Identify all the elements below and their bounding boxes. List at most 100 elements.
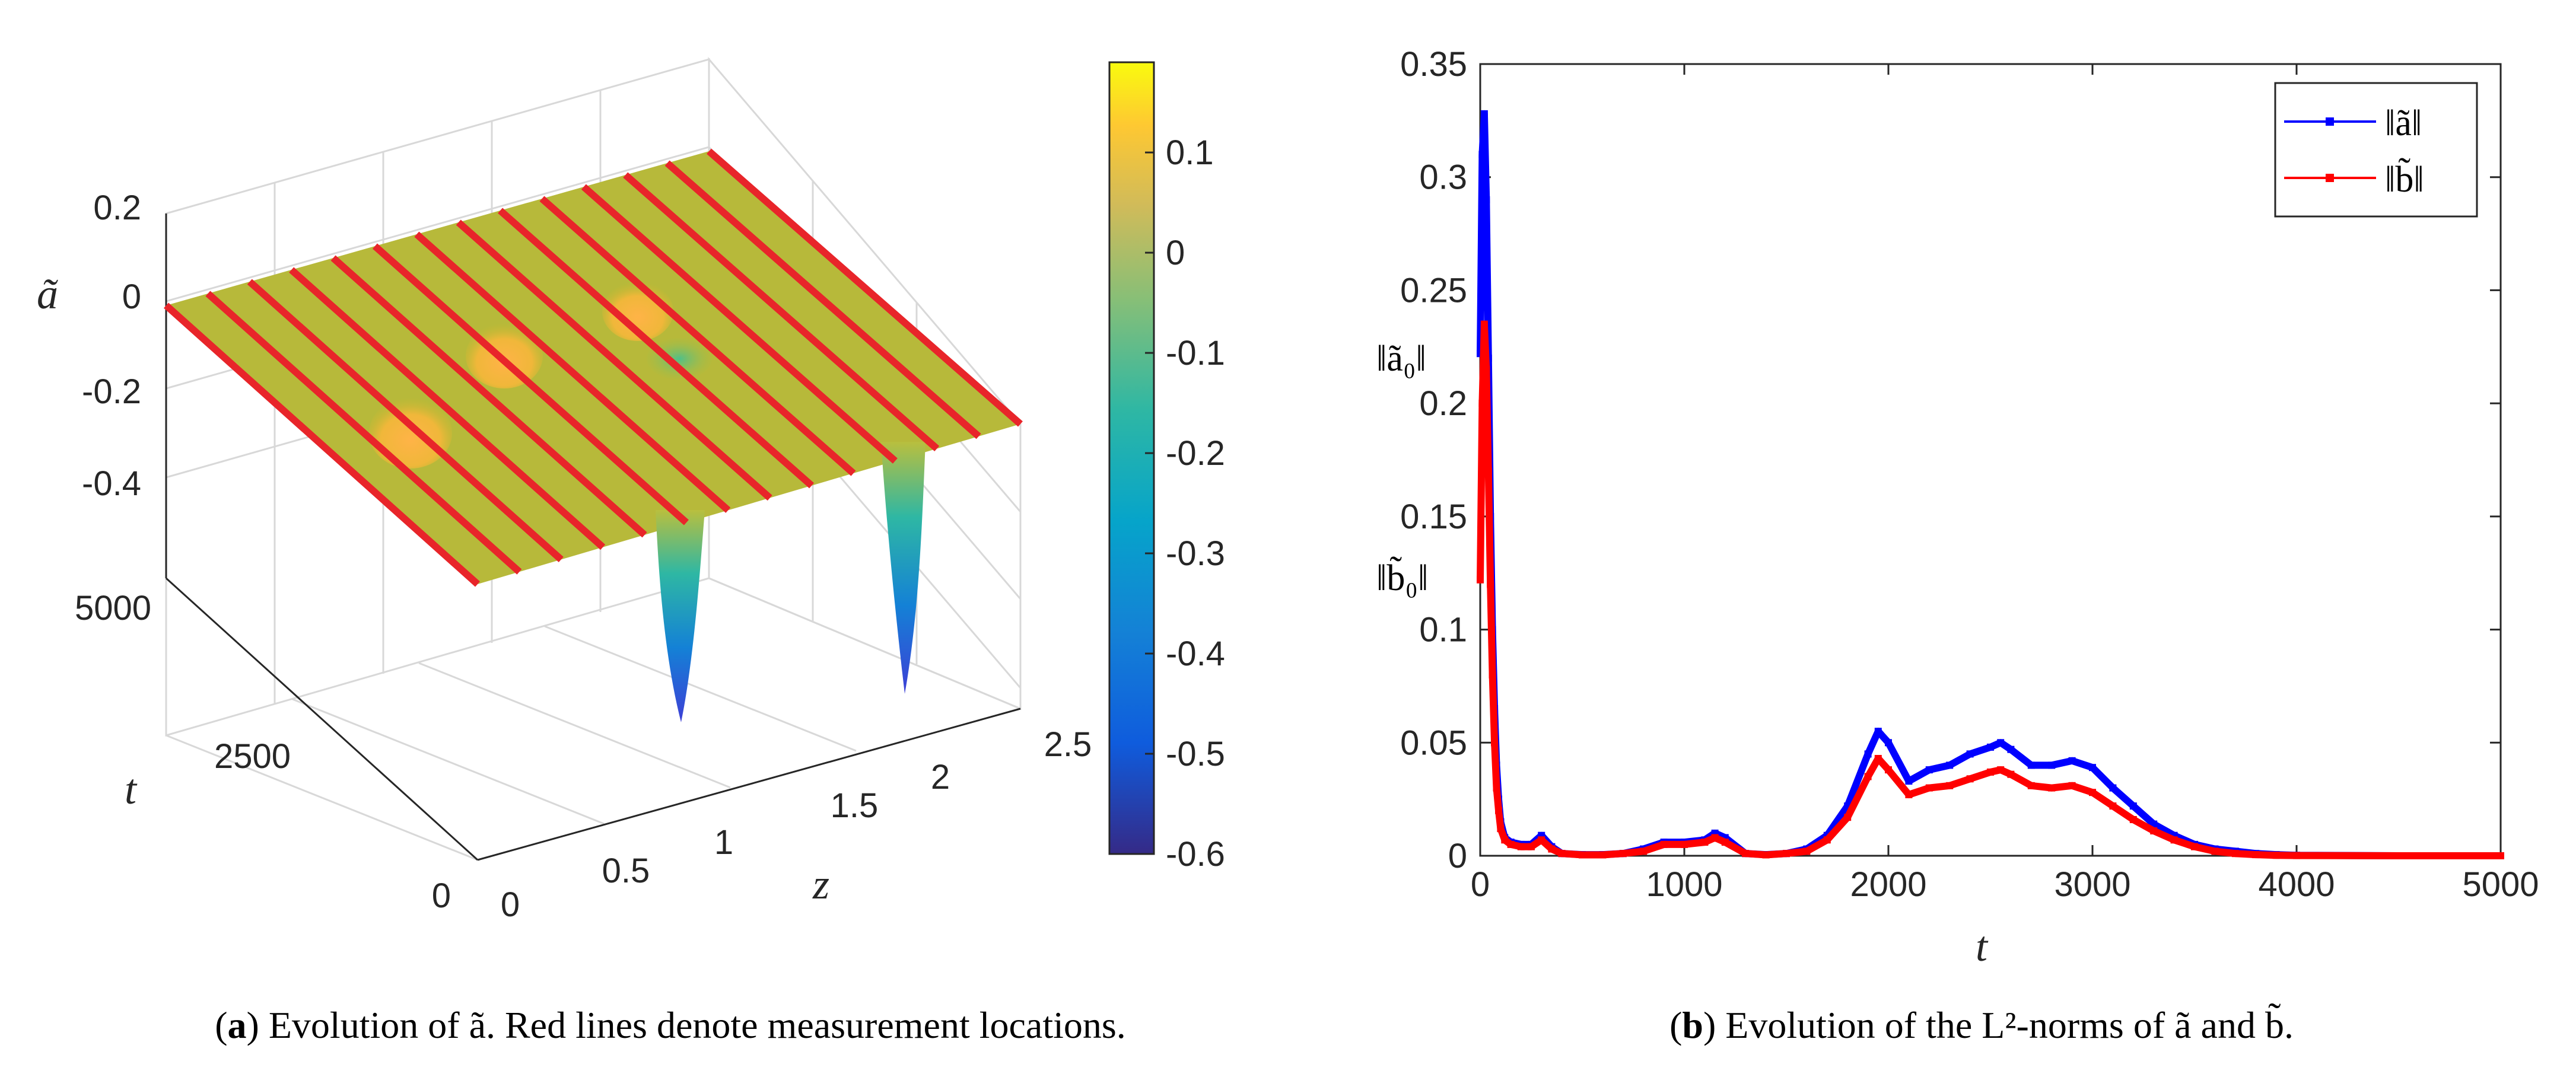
data-point xyxy=(1905,791,1913,798)
colorbar: 0.1 0 -0.1 -0.2 -0.3 -0.4 -0.5 -0.6 xyxy=(1108,61,1225,874)
data-point xyxy=(1823,836,1831,844)
data-point xyxy=(1478,151,1486,158)
axis-ticks: 0 1000 2000 3000 4000 5000 0 0.05 0.1 0.15 0.2 0.25… xyxy=(1400,45,2539,904)
x-axis-ticks: 0 0.5 1 1.5 2 2.5 xyxy=(501,725,1092,924)
data-point xyxy=(2293,852,2300,859)
measurement-line xyxy=(539,196,856,476)
x-axis-label: z xyxy=(812,861,829,908)
data-point xyxy=(2395,852,2402,859)
legend-marker-b xyxy=(2326,174,2334,182)
data-point xyxy=(1946,782,1954,789)
measurement-line-edge-front xyxy=(163,302,481,587)
y-tick-label: 0.35 xyxy=(1400,45,1467,84)
data-point xyxy=(2231,850,2239,858)
data-point xyxy=(1905,777,1913,785)
z-tick: -0.4 xyxy=(82,464,141,503)
data-point xyxy=(1885,739,1892,747)
x-tick: 0 xyxy=(501,885,520,924)
series-group xyxy=(1477,110,2504,859)
data-point xyxy=(1925,766,1933,774)
data-point xyxy=(1493,784,1500,792)
caption-b-label: b xyxy=(1682,1004,1703,1046)
data-point xyxy=(1528,843,1535,850)
surface-plane xyxy=(166,151,1020,584)
colorbar-tick-label: 0.1 xyxy=(1166,133,1214,172)
y-tick-label: 0.05 xyxy=(1400,724,1467,762)
measurement-line xyxy=(664,160,981,439)
measurement-line xyxy=(372,243,689,525)
x-tick-label: 3000 xyxy=(2054,865,2130,904)
data-point xyxy=(2109,802,2117,810)
data-point xyxy=(1558,850,1566,858)
t-tick: 2500 xyxy=(214,737,291,776)
measurement-line xyxy=(581,184,898,464)
x-tick-label: 5000 xyxy=(2462,865,2539,904)
measurement-line xyxy=(247,279,564,562)
data-point xyxy=(1619,850,1627,858)
t-axis-line xyxy=(165,577,479,861)
data-point xyxy=(2007,770,2015,778)
valley-dip-2 xyxy=(881,442,926,694)
caption-a: (a) Evolution of ã. Red lines denote mea… xyxy=(215,1004,1126,1046)
data-point xyxy=(2068,782,2076,789)
floor-grid-line xyxy=(166,734,478,861)
measurement-line xyxy=(205,291,522,575)
measurement-line xyxy=(289,267,606,550)
data-point xyxy=(1844,814,1852,821)
data-point xyxy=(1517,843,1525,850)
x-axis-label: t xyxy=(1976,923,1989,970)
data-point xyxy=(2109,784,2117,792)
data-point xyxy=(1480,110,1488,117)
t-axis-ticks: 5000 2500 0 xyxy=(75,589,451,915)
measurement-line-edge-back xyxy=(707,148,1023,427)
grid-line xyxy=(166,146,710,302)
data-point xyxy=(1495,807,1502,814)
t-axis-label: t xyxy=(125,766,138,813)
caption-a-label: a xyxy=(228,1004,247,1046)
data-point xyxy=(2497,852,2504,859)
data-point xyxy=(1762,851,1770,859)
data-point xyxy=(1925,784,1933,792)
data-point xyxy=(2027,761,2035,769)
caption-b: (b) Evolution of the L²-norms of ã and b… xyxy=(1669,1003,2294,1046)
floor-grid-line xyxy=(708,577,1021,710)
x-tick-label: 4000 xyxy=(2258,865,2335,904)
data-point xyxy=(2211,847,2219,855)
data-point xyxy=(2129,816,2137,823)
data-point xyxy=(1946,761,1954,769)
data-point xyxy=(1507,840,1515,848)
y-tick-label: 0.1 xyxy=(1419,611,1467,649)
legend-label-a: ‖ã‖ xyxy=(2385,103,2422,144)
colorbar-tick-label: 0 xyxy=(1166,234,1185,272)
data-point xyxy=(1874,728,1882,735)
caption-a-text: Evolution of ã. Red lines denote measure… xyxy=(269,1004,1126,1046)
legend-marker-a xyxy=(2326,117,2334,126)
colorbar-tick-label: -0.4 xyxy=(1166,635,1225,673)
z-tick: -0.2 xyxy=(82,372,141,411)
data-point xyxy=(1864,773,1872,780)
x-axis-line xyxy=(477,707,1021,861)
x-tick: 2.5 xyxy=(1044,725,1092,764)
x-tick: 1.5 xyxy=(831,786,879,825)
t-tick: 5000 xyxy=(75,589,151,627)
data-point xyxy=(1477,576,1484,584)
colorbar-tick-label: -0.2 xyxy=(1166,434,1225,473)
colorbar-tick-label: -0.3 xyxy=(1166,534,1225,573)
panel-a-surface-plot: 0.2 0 -0.2 -0.4 ã 5000 2500 0 t 0 0.5 1 … xyxy=(37,56,1225,1046)
measurement-line xyxy=(498,208,815,489)
data-point xyxy=(2089,789,2096,796)
data-point xyxy=(2068,757,2076,764)
data-point xyxy=(1742,850,1750,858)
data-point xyxy=(1681,840,1688,848)
data-point xyxy=(1497,825,1505,833)
x-tick-label: 1000 xyxy=(1646,865,1722,904)
data-point xyxy=(1538,836,1545,844)
data-point xyxy=(1548,845,1556,853)
measurement-line xyxy=(414,231,731,513)
data-point xyxy=(2048,784,2056,792)
y-tick-label: 0.3 xyxy=(1419,158,1467,197)
data-point xyxy=(1489,671,1496,678)
data-point xyxy=(1480,320,1488,328)
colorbar-ticks: 0.1 0 -0.1 -0.2 -0.3 -0.4 -0.5 -0.6 xyxy=(1145,133,1225,874)
data-point xyxy=(1660,840,1668,848)
